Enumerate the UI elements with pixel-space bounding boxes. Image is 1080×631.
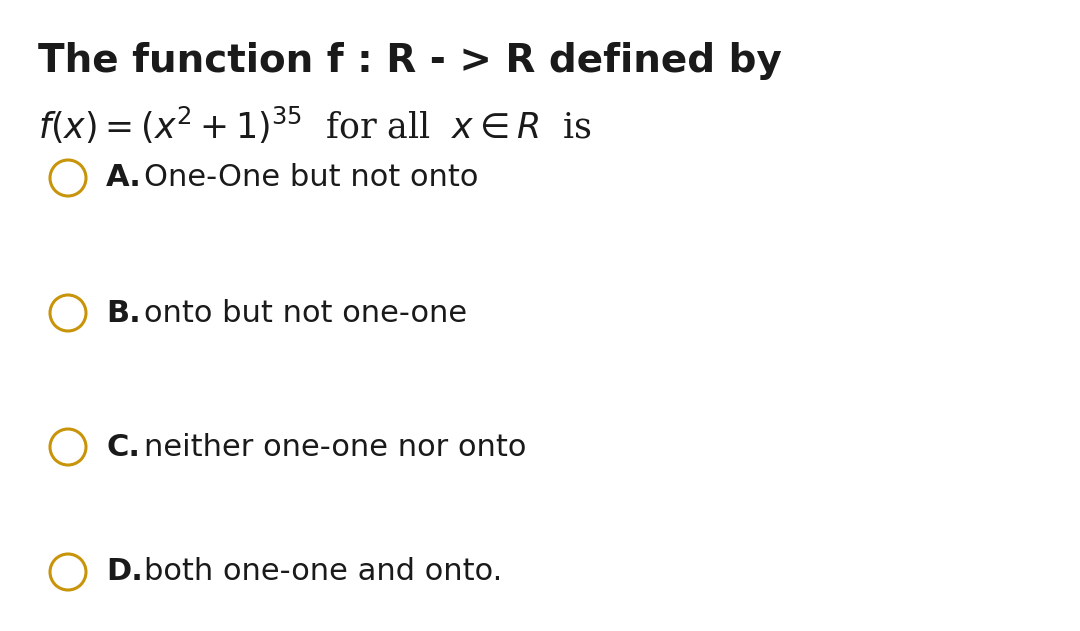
Text: C.: C.	[106, 432, 140, 461]
Text: A.: A.	[106, 163, 141, 192]
Text: $\mathit{f}(\mathit{x}) = (\mathit{x}^{2} + 1)^{35}$  for all  $\mathit{x} \in \: $\mathit{f}(\mathit{x}) = (\mathit{x}^{2…	[38, 105, 592, 146]
Text: One-One but not onto: One-One but not onto	[144, 163, 478, 192]
Text: neither one-one nor onto: neither one-one nor onto	[144, 432, 526, 461]
Text: D.: D.	[106, 558, 143, 586]
Text: B.: B.	[106, 298, 140, 327]
Text: both one-one and onto.: both one-one and onto.	[144, 558, 502, 586]
Text: onto but not one-one: onto but not one-one	[144, 298, 468, 327]
Text: The function f : R - > R defined by: The function f : R - > R defined by	[38, 42, 782, 80]
